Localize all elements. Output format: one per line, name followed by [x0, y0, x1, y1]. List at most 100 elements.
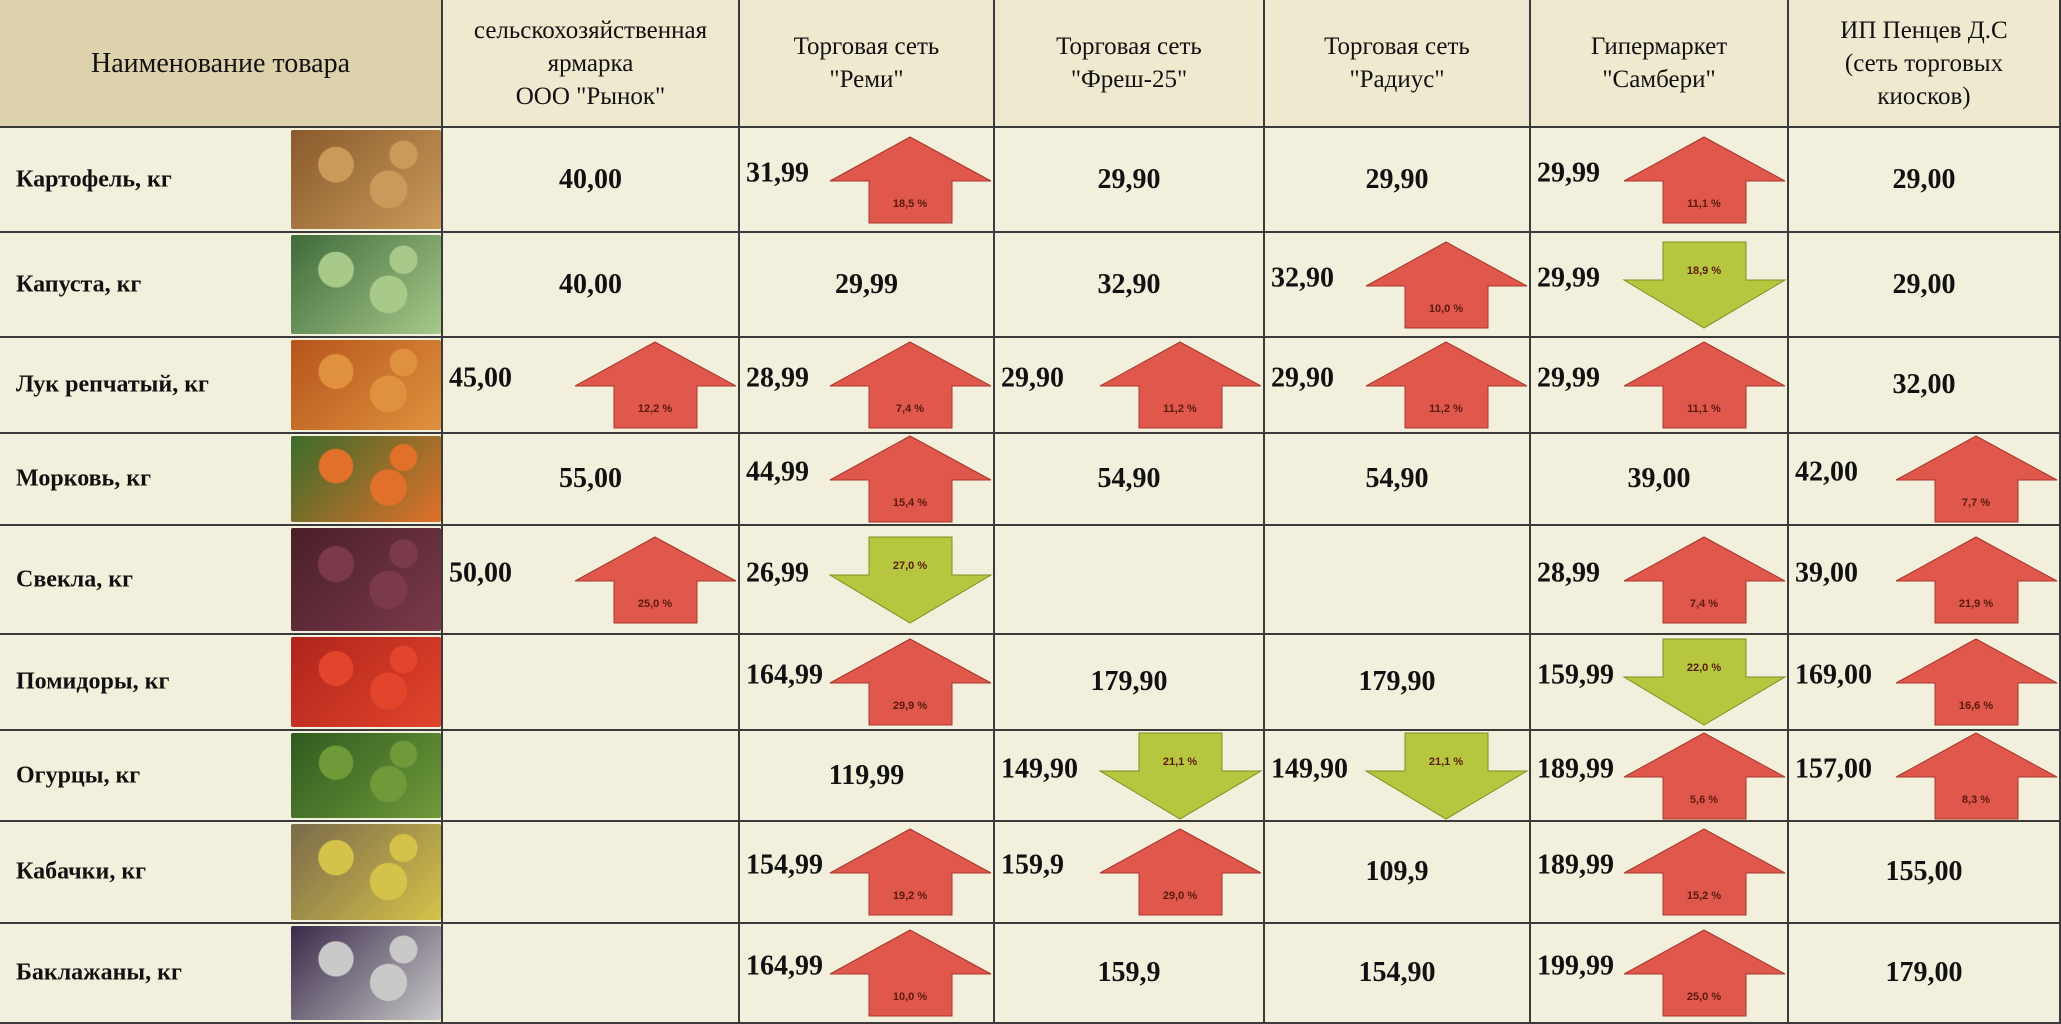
arrow-up: 5,6 % — [1622, 731, 1787, 821]
price: 29,90 — [1271, 363, 1334, 395]
arrow-shape — [1624, 537, 1785, 623]
arrow-shape — [1624, 342, 1785, 428]
arrow-up: 11,1 % — [1622, 135, 1787, 225]
price: 164,99 — [746, 660, 823, 692]
price: 29,99 — [1537, 363, 1600, 395]
price: 159,99 — [1537, 660, 1614, 692]
price: 154,99 — [746, 850, 823, 882]
price-cell: 55,00 — [443, 434, 740, 526]
arrow-up: 21,9 % — [1894, 535, 2059, 625]
product-photo — [291, 926, 441, 1020]
arrow-up: 7,7 % — [1894, 434, 2059, 524]
arrow-shape — [830, 342, 991, 428]
arrow-shape — [830, 537, 991, 623]
arrow-up: 15,4 % — [828, 434, 993, 524]
price: 32,90 — [1098, 269, 1161, 301]
change-label: 5,6 % — [1690, 794, 1718, 806]
header-cell: Торговая сеть"Фреш-25" — [995, 0, 1265, 128]
change-label: 25,0 % — [638, 598, 672, 610]
product-name: Кабачки, кг — [16, 859, 146, 886]
price: 179,00 — [1886, 957, 1963, 989]
arrow-up: 11,1 % — [1622, 340, 1787, 430]
header-line: Гипермаркет — [1591, 30, 1727, 63]
price-cell: 154,99 19,2 % — [740, 822, 995, 924]
header-line: ИП Пенцев Д.С — [1840, 14, 2007, 47]
change-label: 19,2 % — [893, 890, 927, 902]
price-table: Наименование товара сельскохозяйственнаяя… — [0, 0, 2061, 1024]
arrow-down: 18,9 % — [1622, 240, 1787, 330]
price: 29,90 — [1001, 363, 1064, 395]
price: 29,99 — [835, 269, 898, 301]
price-cell: 29,90 11,2 % — [1265, 338, 1531, 434]
change-label: 11,1 % — [1687, 403, 1721, 415]
product-cell: Баклажаны, кг — [0, 924, 443, 1024]
price: 109,9 — [1366, 856, 1429, 888]
price-cell: 119,99 — [740, 731, 995, 822]
change-label: 11,2 % — [1429, 403, 1463, 415]
product-photo — [291, 528, 441, 631]
header-cell: Торговая сеть"Реми" — [740, 0, 995, 128]
change-label: 18,9 % — [1687, 265, 1721, 277]
price-cell — [443, 822, 740, 924]
change-label: 29,9 % — [893, 700, 927, 712]
price-cell: 159,99 22,0 % — [1531, 635, 1789, 731]
arrow-up: 8,3 % — [1894, 731, 2059, 821]
product-name: Свекла, кг — [16, 566, 133, 593]
product-cell: Капуста, кг — [0, 233, 443, 338]
product-cell: Лук репчатый, кг — [0, 338, 443, 434]
price: 42,00 — [1795, 457, 1858, 489]
arrow-shape — [1896, 436, 2057, 522]
price-cell: 40,00 — [443, 233, 740, 338]
arrow-shape — [1896, 733, 2057, 819]
product-name: Капуста, кг — [16, 271, 141, 298]
product-photo — [291, 436, 441, 522]
arrow-shape — [830, 930, 991, 1016]
price-cell: 179,00 — [1789, 924, 2061, 1024]
change-label: 22,0 % — [1687, 662, 1721, 674]
arrow-up: 12,2 % — [573, 340, 738, 430]
header-line: "Фреш-25" — [1071, 63, 1187, 96]
price: 29,99 — [1537, 262, 1600, 294]
price-cell — [995, 526, 1265, 635]
header-line: ООО "Рынок" — [516, 80, 666, 113]
price: 50,00 — [449, 557, 512, 589]
price: 54,90 — [1366, 463, 1429, 495]
page: Наименование товара сельскохозяйственнаяя… — [0, 0, 2061, 1024]
price: 159,9 — [1098, 957, 1161, 989]
price: 179,90 — [1359, 666, 1436, 698]
change-label: 10,0 % — [1429, 303, 1463, 315]
price-cell: 155,00 — [1789, 822, 2061, 924]
arrow-up: 25,0 % — [1622, 928, 1787, 1018]
change-label: 11,1 % — [1687, 198, 1721, 210]
arrow-shape — [1896, 639, 2057, 725]
arrow-shape — [1366, 242, 1527, 328]
header-line: Торговая сеть — [1324, 30, 1470, 63]
arrow-shape — [575, 537, 736, 623]
header-line: "Самбери" — [1602, 63, 1715, 96]
price-cell: 154,90 — [1265, 924, 1531, 1024]
price: 154,90 — [1359, 957, 1436, 989]
header-text: Наименование товара — [91, 47, 350, 80]
price: 29,90 — [1098, 164, 1161, 196]
arrow-shape — [1896, 537, 2057, 623]
arrow-shape — [1624, 930, 1785, 1016]
product-cell: Картофель, кг — [0, 128, 443, 233]
arrow-shape — [1624, 733, 1785, 819]
product-cell: Огурцы, кг — [0, 731, 443, 822]
price: 28,99 — [746, 363, 809, 395]
price: 189,99 — [1537, 753, 1614, 785]
arrow-up: 29,0 % — [1098, 827, 1263, 917]
price: 32,00 — [1893, 369, 1956, 401]
header-line: "Радиус" — [1349, 63, 1444, 96]
